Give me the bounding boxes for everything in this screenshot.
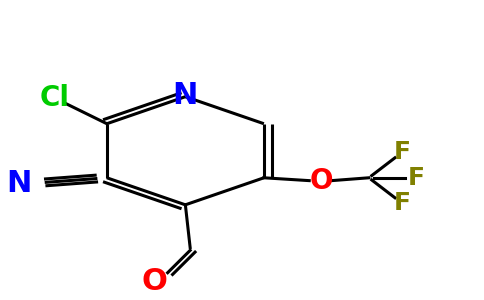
- Text: O: O: [309, 167, 333, 195]
- Text: F: F: [394, 191, 411, 215]
- Text: Cl: Cl: [39, 84, 69, 112]
- Text: F: F: [394, 140, 411, 164]
- Text: F: F: [408, 166, 425, 190]
- Text: O: O: [141, 267, 167, 296]
- Text: N: N: [6, 169, 31, 198]
- Text: N: N: [173, 81, 198, 110]
